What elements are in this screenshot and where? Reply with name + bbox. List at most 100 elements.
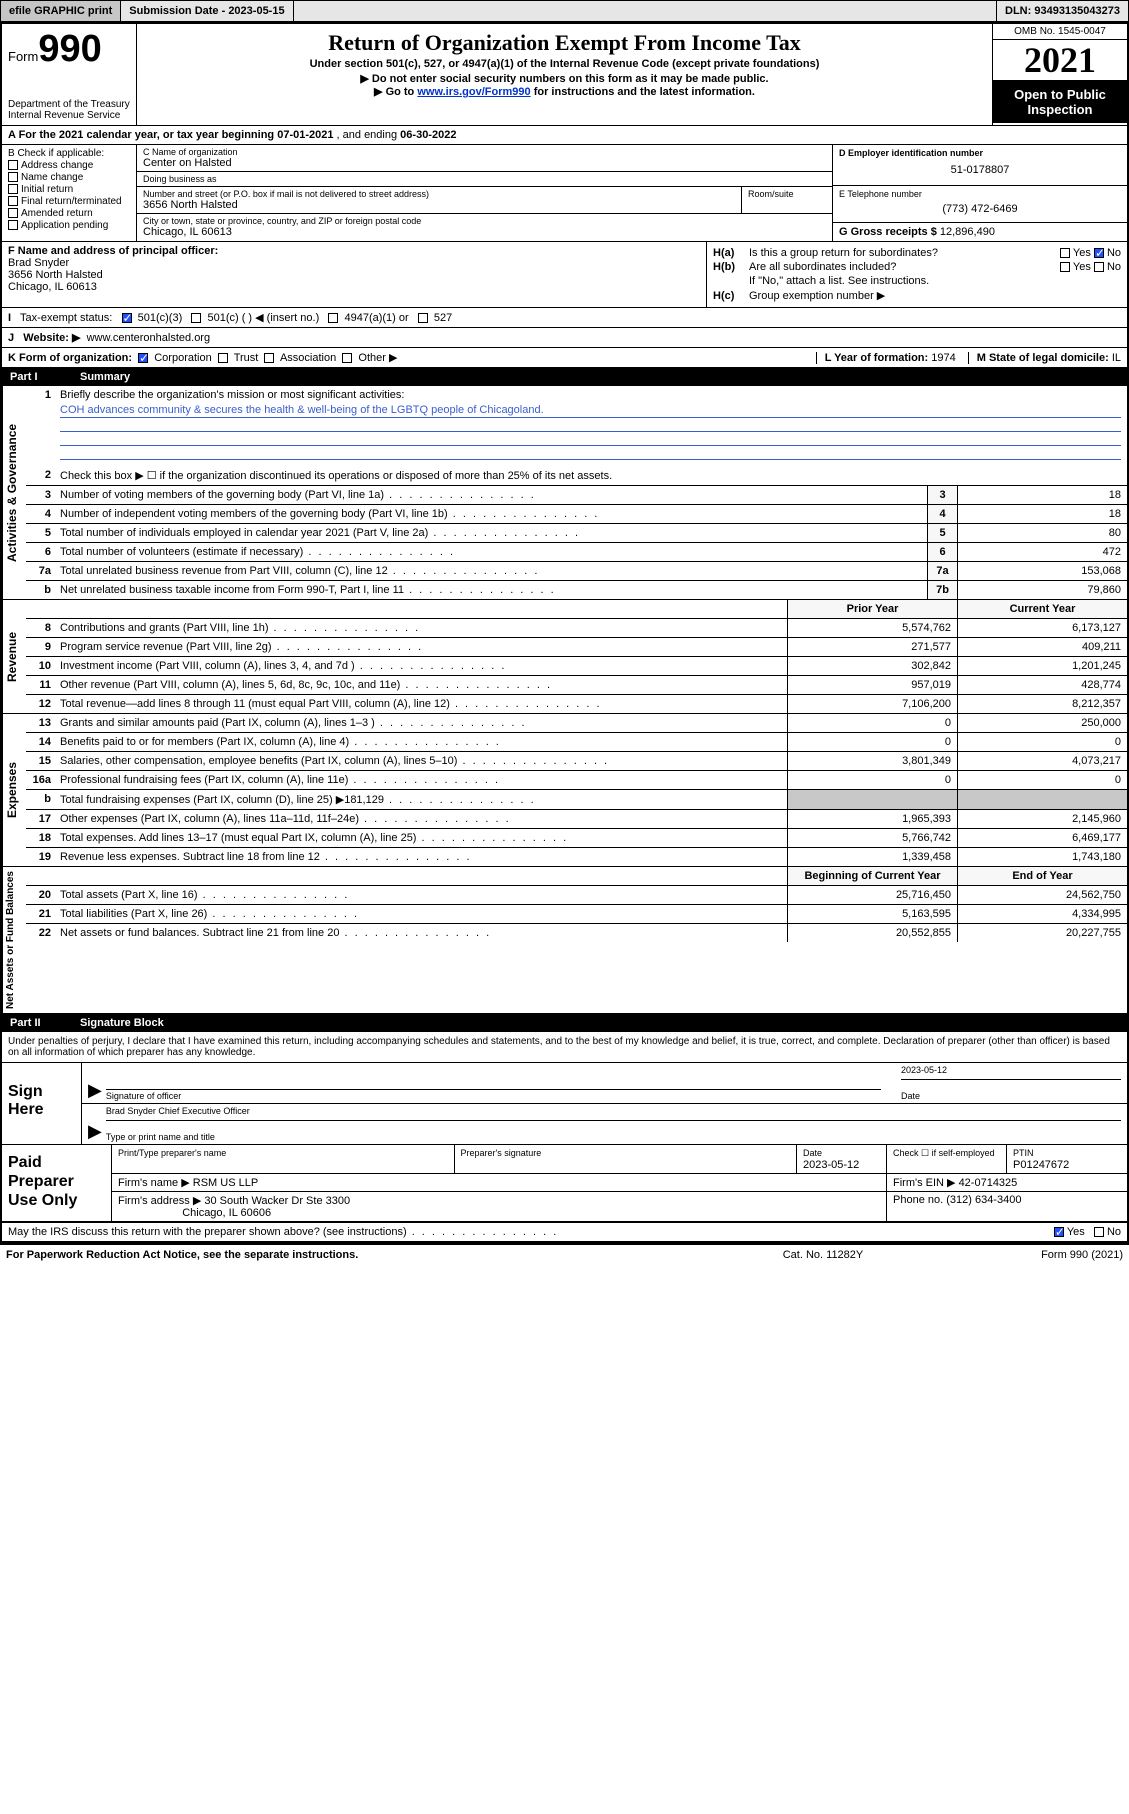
firm-ein: 42-0714325 [959, 1177, 1018, 1189]
l-label: L Year of formation: [825, 352, 932, 364]
hc-row: H(c) Group exemption number ▶ [713, 289, 1121, 302]
ha-label: H(a) [713, 247, 749, 259]
hc-label: H(c) [713, 290, 749, 302]
firm-name: RSM US LLP [193, 1177, 258, 1189]
sign-here-section: Sign Here ▶ Signature of officer 2023-05… [2, 1063, 1127, 1145]
header-right: OMB No. 1545-0047 2021 Open to PublicIns… [992, 24, 1127, 125]
table-row: 20Total assets (Part X, line 16)25,716,4… [26, 886, 1127, 905]
cb-corp[interactable] [138, 353, 148, 363]
col-h-group: H(a) Is this a group return for subordin… [707, 242, 1127, 307]
cb-initial-return[interactable]: Initial return [8, 184, 130, 195]
tax-year: 2021 [993, 40, 1127, 81]
part2-label: Part II [10, 1017, 80, 1029]
vlabel-net: Net Assets or Fund Balances [2, 867, 26, 1013]
cb-527[interactable] [418, 313, 428, 323]
form-header: Form990 Department of the Treasury Inter… [2, 24, 1127, 126]
sig-date-line: 2023-05-12 Date [901, 1079, 1121, 1101]
topbar: efile GRAPHIC print Submission Date - 20… [0, 0, 1129, 22]
phone-label: E Telephone number [839, 189, 1121, 199]
hdr-end-year: End of Year [957, 867, 1127, 885]
table-row: 6Total number of volunteers (estimate if… [26, 543, 1127, 562]
summary-governance: Activities & Governance 1 Briefly descri… [2, 386, 1127, 600]
page-footer: For Paperwork Reduction Act Notice, see … [0, 1245, 1129, 1265]
table-row: 17Other expenses (Part IX, column (A), l… [26, 810, 1127, 829]
ha-row: H(a) Is this a group return for subordin… [713, 247, 1121, 259]
table-row: 4Number of independent voting members of… [26, 505, 1127, 524]
sign-here-label: Sign Here [2, 1063, 82, 1144]
row-j-label: J [8, 332, 14, 344]
hb-no[interactable] [1094, 262, 1104, 272]
cb-address-change[interactable]: Address change [8, 160, 130, 171]
cb-name-change[interactable]: Name change [8, 172, 130, 183]
table-row: 11Other revenue (Part VIII, column (A), … [26, 676, 1127, 695]
table-row: 18Total expenses. Add lines 13–17 (must … [26, 829, 1127, 848]
row-a-begin: 07-01-2021 [277, 129, 333, 141]
ha-boxes: Yes No [1060, 247, 1121, 259]
section-fh: F Name and address of principal officer:… [2, 242, 1127, 308]
vlabel-rev: Revenue [2, 600, 26, 713]
officer-addr2: Chicago, IL 60613 [8, 281, 700, 293]
gov-body: 1 Briefly describe the organization's mi… [26, 386, 1127, 599]
room-label: Room/suite [748, 189, 826, 199]
cb-other[interactable] [342, 353, 352, 363]
header-left: Form990 Department of the Treasury Inter… [2, 24, 137, 125]
hdr-prior-year: Prior Year [787, 600, 957, 618]
prep-sig-label: Preparer's signature [461, 1148, 542, 1158]
m-label: M State of legal domicile: [977, 352, 1112, 364]
gross-cell: G Gross receipts $ 12,896,490 [833, 223, 1127, 241]
row-a-pre: A For the 2021 calendar year, or tax yea… [8, 129, 277, 141]
prep-row3: Firm's address ▶ 30 South Wacker Dr Ste … [112, 1192, 1127, 1221]
arrow-icon: ▶ [88, 1080, 102, 1101]
row-j: J Website: ▶ www.centeronhalsted.org [2, 328, 1127, 348]
hb-note: If "No," attach a list. See instructions… [749, 275, 1121, 287]
instr-link-post: for instructions and the latest informat… [531, 86, 755, 98]
cb-assoc[interactable] [264, 353, 274, 363]
ha-no[interactable] [1094, 248, 1104, 258]
table-row: 14Benefits paid to or for members (Part … [26, 733, 1127, 752]
form-word: Form [8, 49, 38, 64]
prep-row1: Print/Type preparer's name Preparer's si… [112, 1145, 1127, 1174]
table-row: 22Net assets or fund balances. Subtract … [26, 924, 1127, 942]
gross: 12,896,490 [940, 226, 995, 238]
hdr-current-year: Current Year [957, 600, 1127, 618]
col-f-officer: F Name and address of principal officer:… [2, 242, 707, 307]
addr-label: Number and street (or P.O. box if mail i… [143, 189, 735, 199]
sig-name-row: ▶ Brad Snyder Chief Executive Officer Ty… [82, 1104, 1127, 1144]
section-bcde: B Check if applicable: Address change Na… [2, 145, 1127, 242]
part1-header: Part I Summary [2, 368, 1127, 386]
vlabel-gov: Activities & Governance [2, 386, 26, 599]
hb-yes[interactable] [1060, 262, 1070, 272]
efile-print-button[interactable]: efile GRAPHIC print [1, 1, 121, 21]
cb-application-pending[interactable]: Application pending [8, 220, 130, 231]
firm-addr-label: Firm's address ▶ [118, 1195, 201, 1207]
ein-cell: D Employer identification number 51-0178… [833, 145, 1127, 186]
part2-title: Signature Block [80, 1017, 164, 1029]
website: www.centeronhalsted.org [87, 332, 211, 344]
table-row: 9Program service revenue (Part VIII, lin… [26, 638, 1127, 657]
form-title: Return of Organization Exempt From Incom… [145, 30, 984, 56]
sig-officer-line: Signature of officer [106, 1089, 881, 1101]
discuss-yes[interactable] [1054, 1227, 1064, 1237]
cb-501c3[interactable] [122, 313, 132, 323]
col-b-heading: B Check if applicable: [8, 148, 130, 159]
cb-final-return[interactable]: Final return/terminated [8, 196, 130, 207]
cb-amended-return[interactable]: Amended return [8, 208, 130, 219]
form-subtitle: Under section 501(c), 527, or 4947(a)(1)… [145, 58, 984, 70]
ha-yes[interactable] [1060, 248, 1070, 258]
footer-left: For Paperwork Reduction Act Notice, see … [6, 1249, 723, 1261]
table-row: bNet unrelated business taxable income f… [26, 581, 1127, 599]
rev-body: Prior Year Current Year 8Contributions a… [26, 600, 1127, 713]
gross-label: G Gross receipts $ [839, 226, 940, 238]
cb-4947[interactable] [328, 313, 338, 323]
q1-text: Briefly describe the organization's miss… [56, 386, 1127, 404]
dba-cell: Doing business as [137, 172, 832, 187]
irs-link[interactable]: www.irs.gov/Form990 [417, 86, 530, 98]
row-k-label: K Form of organization: [8, 352, 132, 364]
rev-header-row: Prior Year Current Year [26, 600, 1127, 619]
firm-ein-label: Firm's EIN ▶ [893, 1177, 956, 1189]
cb-trust[interactable] [218, 353, 228, 363]
cb-501c[interactable] [191, 313, 201, 323]
discuss-no[interactable] [1094, 1227, 1104, 1237]
arrow-icon: ▶ [88, 1121, 102, 1142]
ein: 51-0178807 [839, 158, 1121, 182]
